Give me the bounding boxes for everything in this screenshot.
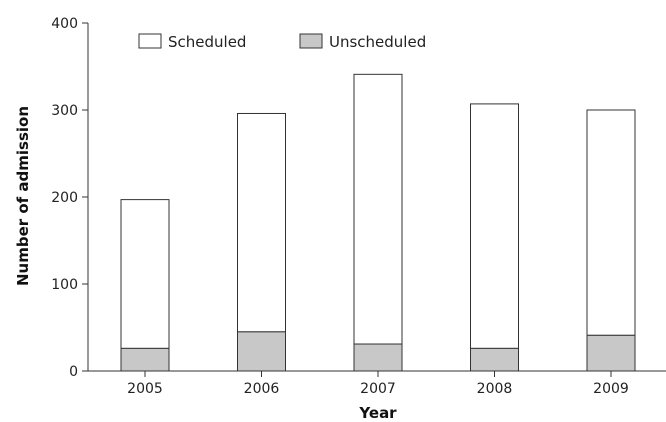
y-tick-label: 0 <box>69 364 78 380</box>
bar-unscheduled <box>353 343 403 372</box>
y-axis-title: Number of admission <box>14 106 32 286</box>
x-axis: 2005 2006 2007 2008 2009 <box>88 370 666 397</box>
x-tick-label: 2009 <box>593 381 629 397</box>
x-tick-label: 2006 <box>244 381 280 397</box>
bar-scheduled <box>237 112 286 333</box>
x-tick-label: 2005 <box>127 381 163 397</box>
y-axis: 0 100 200 300 400 <box>51 16 89 380</box>
legend-swatch-unscheduled <box>299 33 323 49</box>
bars <box>120 73 636 372</box>
bar-scheduled <box>470 103 519 349</box>
y-tick-label: 300 <box>51 103 78 119</box>
legend-swatch-scheduled <box>138 33 162 49</box>
legend-label-unscheduled: Unscheduled <box>329 33 426 51</box>
legend: Scheduled Unscheduled <box>138 33 426 51</box>
y-tick-label: 400 <box>51 16 78 32</box>
legend-label-scheduled: Scheduled <box>168 33 246 51</box>
y-tick-label: 100 <box>51 277 78 293</box>
x-axis-title: Year <box>358 404 397 422</box>
bar-unscheduled <box>237 331 286 372</box>
bar-scheduled <box>353 73 403 345</box>
x-tick-label: 2008 <box>477 381 513 397</box>
bar-scheduled <box>586 109 636 336</box>
bar-unscheduled <box>586 334 636 372</box>
bar-scheduled <box>120 199 170 349</box>
bar-unscheduled <box>120 347 170 372</box>
x-tick-label: 2007 <box>360 381 396 397</box>
y-tick-label: 200 <box>51 190 78 206</box>
bar-unscheduled <box>470 347 519 372</box>
